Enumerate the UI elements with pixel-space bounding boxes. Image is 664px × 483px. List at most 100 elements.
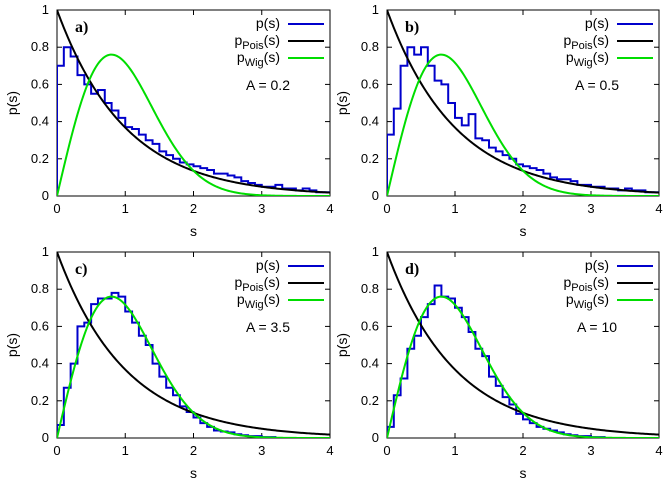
legend-entry-sub: Pois [242, 40, 264, 52]
y-tick-label: 0.2 [31, 151, 49, 166]
y-axis-label: p(s) [334, 91, 350, 115]
y-tick-label: 0 [42, 430, 49, 445]
x-tick-label: 2 [190, 443, 197, 458]
legend-entry-sub: Wig [574, 57, 593, 69]
legend-entry-sub: Wig [245, 57, 264, 69]
legend-entry-sub: Pois [571, 40, 593, 52]
legend-entry-arg: (s) [593, 291, 609, 307]
y-axis-label: p(s) [4, 333, 20, 357]
wigner-curve [57, 295, 330, 438]
y-tick-label: 0.2 [361, 151, 379, 166]
panel-label: d) [405, 261, 419, 278]
x-tick-label: 3 [587, 201, 594, 216]
legend: p(s)pPois(s)pWig(s) [563, 257, 653, 311]
x-tick-label: 4 [326, 443, 333, 458]
legend-entry-text: pPois(s) [563, 274, 609, 294]
legend-entry-arg: (s) [264, 32, 280, 48]
x-tick-label: 3 [587, 443, 594, 458]
legend-entry-sub: Wig [245, 299, 264, 311]
parameter-annotation: A = 10 [577, 319, 617, 335]
wigner-curve [387, 295, 659, 438]
chart-panel-a: 0 1 2 3 400.20.40.60.81sp(s)p(s)pPois(s)pWig… [4, 2, 334, 239]
legend-entry-p: p [237, 49, 245, 65]
x-tick-label: 4 [655, 443, 662, 458]
x-axis-label: s [520, 465, 527, 481]
x-tick-label: 2 [519, 201, 526, 216]
legend-entry-arg: (s) [593, 32, 609, 48]
legend-entry-sub: Pois [571, 282, 593, 294]
y-tick-label: 0.4 [31, 356, 49, 371]
wigner-curve [387, 53, 659, 196]
legend-entry-text: pPois(s) [234, 274, 280, 294]
legend-entry-text: pWig(s) [566, 291, 609, 311]
y-tick-label: 0.4 [361, 114, 379, 129]
y-tick-label: 0.8 [31, 39, 49, 54]
legend-entry-text: pWig(s) [566, 49, 609, 69]
y-tick-label: 1 [372, 2, 379, 17]
y-tick-label: 1 [42, 244, 49, 259]
x-tick-label: 0 [383, 443, 390, 458]
y-tick-label: 0.6 [31, 318, 49, 333]
chart-panel-b: 0 1 2 3 400.20.40.60.81sp(s)p(s)pPois(s)pWig… [334, 2, 663, 239]
y-tick-label: 0 [372, 430, 379, 445]
x-tick-label: 0 [383, 201, 390, 216]
legend-entry-arg: (s) [593, 274, 609, 290]
legend-entry-p: p [237, 291, 245, 307]
panel-label: c) [75, 261, 87, 278]
legend-entry-text: pPois(s) [563, 32, 609, 52]
legend-entry-p: p [234, 274, 242, 290]
parameter-annotation: A = 0.5 [575, 77, 619, 93]
y-tick-label: 0.8 [31, 281, 49, 296]
legend: p(s)pPois(s)pWig(s) [234, 257, 324, 311]
legend-entry-p: p [563, 32, 571, 48]
y-axis-label: p(s) [334, 333, 350, 357]
parameter-annotation: A = 0.2 [246, 77, 290, 93]
x-axis-label: s [520, 223, 527, 239]
x-axis-label: s [190, 223, 197, 239]
panel-label: b) [405, 19, 419, 36]
x-axis-label: s [190, 465, 197, 481]
y-tick-label: 0.8 [361, 39, 379, 54]
y-tick-label: 0.2 [361, 393, 379, 408]
y-tick-label: 0.6 [361, 76, 379, 91]
y-tick-label: 1 [372, 244, 379, 259]
y-tick-label: 0.2 [31, 393, 49, 408]
chart-panel-c: 0 1 2 3 400.20.40.60.81sp(s)p(s)pPois(s)pWig… [4, 244, 334, 481]
parameter-annotation: A = 3.5 [246, 319, 290, 335]
y-tick-label: 0.6 [361, 318, 379, 333]
y-tick-label: 0.4 [361, 356, 379, 371]
chart-panel-d: 0 1 2 3 400.20.40.60.81sp(s)p(s)pPois(s)pWig… [334, 244, 663, 481]
y-axis-label: p(s) [4, 91, 20, 115]
legend-entry-p: p [563, 274, 571, 290]
y-tick-label: 0.6 [31, 76, 49, 91]
x-tick-label: 2 [519, 443, 526, 458]
y-tick-label: 1 [42, 2, 49, 17]
legend-entry-text: p(s) [585, 257, 609, 273]
legend-entry-p: p [566, 49, 574, 65]
legend-entry-text: pWig(s) [237, 49, 280, 69]
legend-entry-p: p [566, 291, 574, 307]
legend-entry-text: pPois(s) [234, 32, 280, 52]
x-tick-label: 2 [190, 201, 197, 216]
legend-entry-arg: (s) [264, 291, 280, 307]
legend-entry-text: p(s) [256, 257, 280, 273]
y-tick-label: 0.8 [361, 281, 379, 296]
legend-entry-sub: Wig [574, 299, 593, 311]
x-tick-label: 1 [122, 443, 129, 458]
x-tick-label: 3 [258, 201, 265, 216]
legend: p(s)pPois(s)pWig(s) [563, 15, 653, 69]
x-tick-label: 1 [122, 201, 129, 216]
y-tick-label: 0.4 [31, 114, 49, 129]
y-tick-label: 0 [42, 188, 49, 203]
x-tick-label: 0 [53, 443, 60, 458]
x-tick-label: 1 [451, 443, 458, 458]
panel-label: a) [75, 19, 88, 36]
wigner-curve [57, 53, 330, 196]
legend-entry-text: p(s) [256, 15, 280, 31]
legend: p(s)pPois(s)pWig(s) [234, 15, 324, 69]
legend-entry-sub: Pois [242, 282, 264, 294]
legend-entry-arg: (s) [264, 49, 280, 65]
legend-entry-text: p(s) [585, 15, 609, 31]
y-tick-label: 0 [372, 188, 379, 203]
